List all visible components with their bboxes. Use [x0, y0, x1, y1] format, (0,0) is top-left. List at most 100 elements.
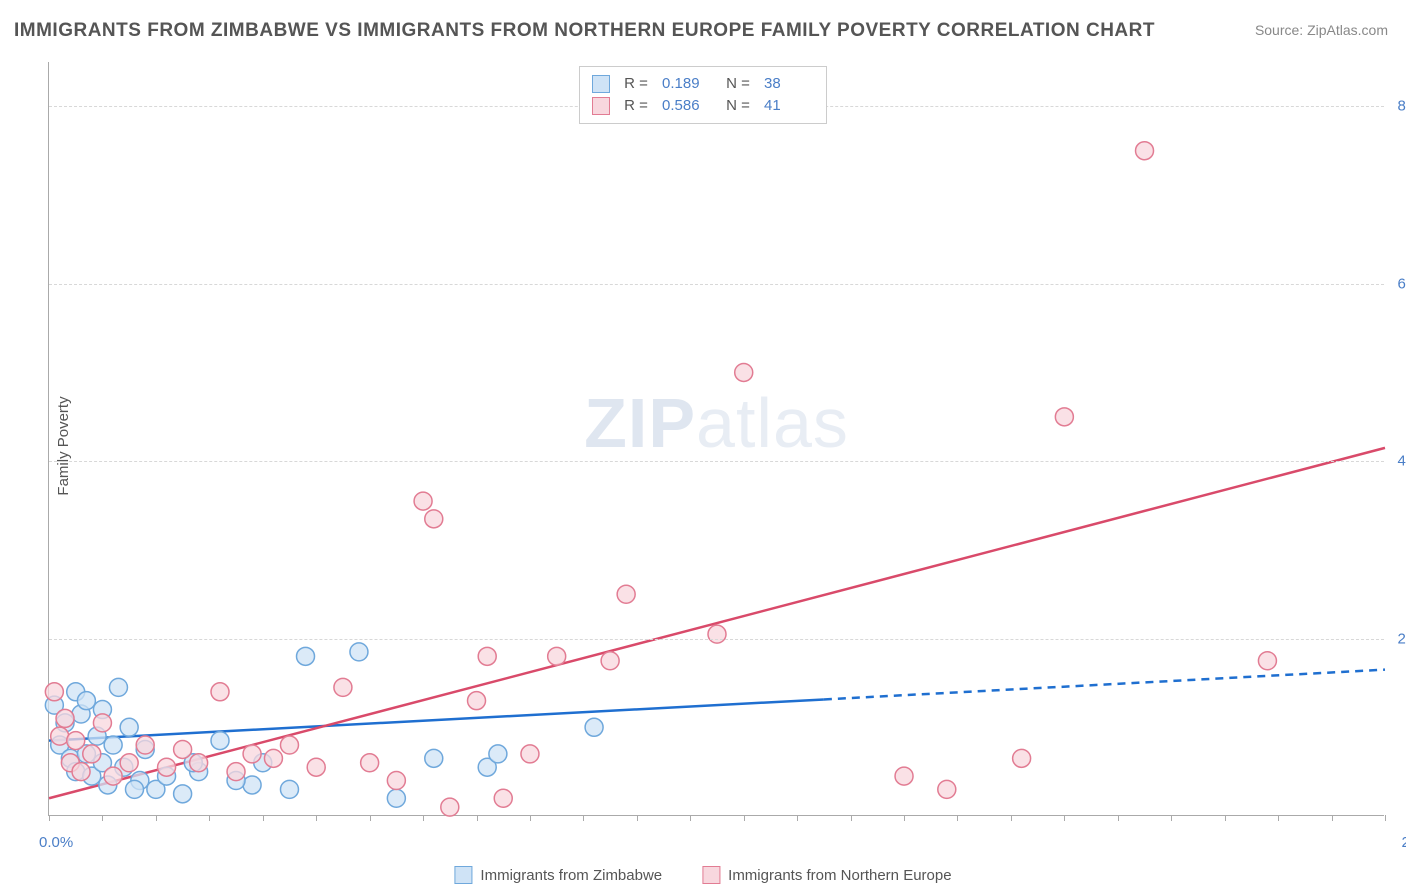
- data-point-zimbabwe: [489, 745, 507, 763]
- data-point-northern_europe: [414, 492, 432, 510]
- data-point-zimbabwe: [585, 718, 603, 736]
- data-point-northern_europe: [45, 683, 63, 701]
- data-point-northern_europe: [227, 763, 245, 781]
- x-tick: [1332, 815, 1333, 821]
- data-point-zimbabwe: [120, 718, 138, 736]
- legend-bottom: Immigrants from Zimbabwe Immigrants from…: [454, 866, 951, 884]
- data-point-northern_europe: [67, 732, 85, 750]
- data-point-northern_europe: [895, 767, 913, 785]
- legend-swatch-1: [702, 866, 720, 884]
- data-point-zimbabwe: [350, 643, 368, 661]
- legend-item-1: Immigrants from Northern Europe: [702, 866, 951, 884]
- data-point-northern_europe: [243, 745, 261, 763]
- x-tick: [49, 815, 50, 821]
- data-point-northern_europe: [264, 749, 282, 767]
- x-tick: [102, 815, 103, 821]
- x-tick: [637, 815, 638, 821]
- x-tick: [156, 815, 157, 821]
- gridline-h: [49, 461, 1384, 462]
- x-tick: [423, 815, 424, 821]
- data-point-northern_europe: [548, 647, 566, 665]
- plot-svg: [49, 62, 1384, 815]
- data-point-northern_europe: [441, 798, 459, 816]
- y-tick-label: 40.0%: [1397, 453, 1406, 470]
- x-tick: [1225, 815, 1226, 821]
- plot-area: ZIPatlas 0.0% 25.0% 20.0%40.0%60.0%80.0%: [48, 62, 1384, 816]
- x-tick: [1011, 815, 1012, 821]
- stats-row-series-0: R = 0.189 N = 38: [592, 73, 814, 95]
- x-tick: [477, 815, 478, 821]
- n-value-0: 38: [764, 73, 814, 95]
- data-point-northern_europe: [174, 740, 192, 758]
- data-point-northern_europe: [83, 745, 101, 763]
- data-point-northern_europe: [735, 363, 753, 381]
- x-tick: [1385, 815, 1386, 821]
- data-point-northern_europe: [468, 692, 486, 710]
- data-point-zimbabwe: [126, 780, 144, 798]
- data-point-zimbabwe: [211, 732, 229, 750]
- data-point-zimbabwe: [425, 749, 443, 767]
- x-tick: [957, 815, 958, 821]
- trend-line-dashed-zimbabwe: [824, 670, 1385, 700]
- data-point-northern_europe: [494, 789, 512, 807]
- data-point-zimbabwe: [77, 692, 95, 710]
- x-tick: [209, 815, 210, 821]
- data-point-northern_europe: [1136, 142, 1154, 160]
- legend-label-1: Immigrants from Northern Europe: [728, 867, 951, 884]
- legend-swatch-0: [454, 866, 472, 884]
- r-value-0: 0.189: [662, 73, 712, 95]
- x-tick-label-last: 25.0%: [1401, 834, 1406, 851]
- legend-label-0: Immigrants from Zimbabwe: [480, 867, 662, 884]
- chart-container: { "title": "IMMIGRANTS FROM ZIMBABWE VS …: [0, 0, 1406, 892]
- data-point-northern_europe: [617, 585, 635, 603]
- data-point-northern_europe: [938, 780, 956, 798]
- legend-item-0: Immigrants from Zimbabwe: [454, 866, 662, 884]
- y-tick-label: 20.0%: [1397, 630, 1406, 647]
- n-value-1: 41: [764, 95, 814, 117]
- data-point-northern_europe: [72, 763, 90, 781]
- data-point-northern_europe: [1055, 408, 1073, 426]
- x-tick: [904, 815, 905, 821]
- data-point-northern_europe: [211, 683, 229, 701]
- data-point-northern_europe: [120, 754, 138, 772]
- data-point-northern_europe: [478, 647, 496, 665]
- r-label-0: R =: [620, 73, 652, 95]
- data-point-northern_europe: [104, 767, 122, 785]
- data-point-northern_europe: [136, 736, 154, 754]
- data-point-northern_europe: [280, 736, 298, 754]
- x-tick: [583, 815, 584, 821]
- data-point-zimbabwe: [174, 785, 192, 803]
- data-point-northern_europe: [601, 652, 619, 670]
- swatch-series-1: [592, 97, 610, 115]
- x-tick: [316, 815, 317, 821]
- data-point-northern_europe: [1013, 749, 1031, 767]
- x-tick: [797, 815, 798, 821]
- y-tick-label: 80.0%: [1397, 98, 1406, 115]
- data-point-zimbabwe: [104, 736, 122, 754]
- data-point-northern_europe: [387, 772, 405, 790]
- trend-line-zimbabwe: [49, 699, 824, 740]
- data-point-zimbabwe: [280, 780, 298, 798]
- data-point-northern_europe: [51, 727, 69, 745]
- data-point-zimbabwe: [243, 776, 261, 794]
- stats-row-series-1: R = 0.586 N = 41: [592, 95, 814, 117]
- data-point-zimbabwe: [297, 647, 315, 665]
- data-point-northern_europe: [93, 714, 111, 732]
- n-label-0: N =: [722, 73, 754, 95]
- n-label-1: N =: [722, 95, 754, 117]
- data-point-northern_europe: [307, 758, 325, 776]
- data-point-northern_europe: [708, 625, 726, 643]
- data-point-northern_europe: [190, 754, 208, 772]
- data-point-northern_europe: [521, 745, 539, 763]
- x-tick-label-first: 0.0%: [39, 834, 73, 851]
- x-tick: [1118, 815, 1119, 821]
- x-tick: [530, 815, 531, 821]
- r-value-1: 0.586: [662, 95, 712, 117]
- x-tick: [1171, 815, 1172, 821]
- data-point-northern_europe: [425, 510, 443, 528]
- stats-box: R = 0.189 N = 38 R = 0.586 N = 41: [579, 66, 827, 124]
- x-tick: [744, 815, 745, 821]
- x-tick: [370, 815, 371, 821]
- y-tick-label: 60.0%: [1397, 275, 1406, 292]
- x-tick: [263, 815, 264, 821]
